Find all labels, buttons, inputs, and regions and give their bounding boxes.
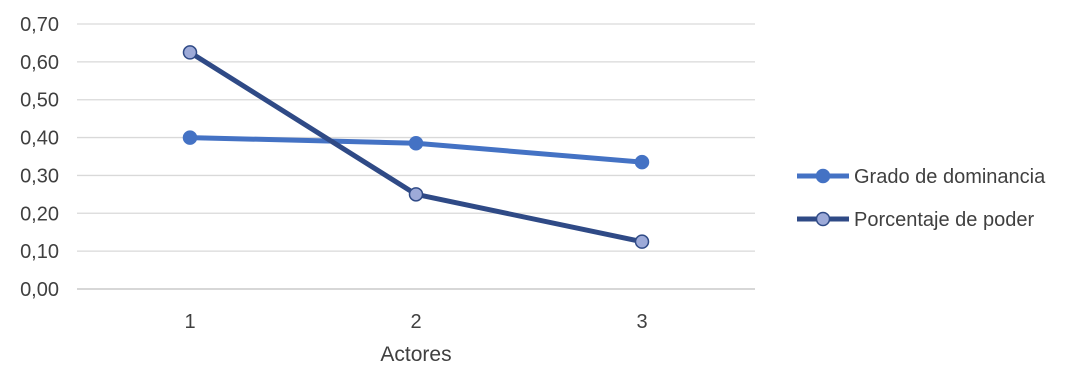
y-tick-label: 0,40 (20, 128, 59, 150)
gridlines (77, 23, 755, 290)
legend-label: Porcentaje de poder (854, 209, 1034, 231)
data-point (408, 187, 424, 202)
x-tick-label: 2 (410, 311, 421, 333)
data-point (182, 130, 198, 145)
y-tick-label: 0,20 (20, 203, 59, 225)
data-point (634, 234, 650, 249)
y-tick-label: 0,30 (20, 165, 59, 187)
x-tick-label: 3 (636, 311, 647, 333)
y-tick-label: 0,50 (20, 90, 59, 112)
legend-marker (815, 168, 831, 184)
x-axis-tick-labels: 1 2 3 (184, 311, 647, 333)
x-tick-label: 1 (184, 311, 195, 333)
legend-marker (815, 211, 831, 227)
x-axis-title: Actores (380, 343, 451, 365)
legend: Grado de dominancia Porcentaje de poder (797, 166, 1046, 231)
y-tick-label: 0,10 (20, 241, 59, 263)
legend-item: Porcentaje de poder (797, 209, 1034, 231)
series-2 (182, 45, 650, 249)
y-tick-label: 0,60 (20, 52, 59, 74)
legend-label: Grado de dominancia (854, 166, 1046, 188)
y-tick-label: 0,70 (20, 14, 59, 36)
data-point (182, 45, 198, 60)
data-point (634, 154, 650, 170)
series-layer (182, 45, 650, 249)
y-axis-tick-labels: 0,00 0,10 0,20 0,30 0,40 0,50 0,60 0,70 (20, 14, 59, 301)
data-point (408, 136, 424, 151)
legend-item: Grado de dominancia (797, 166, 1046, 188)
y-tick-label: 0,00 (20, 279, 59, 301)
series-1 (182, 130, 650, 170)
